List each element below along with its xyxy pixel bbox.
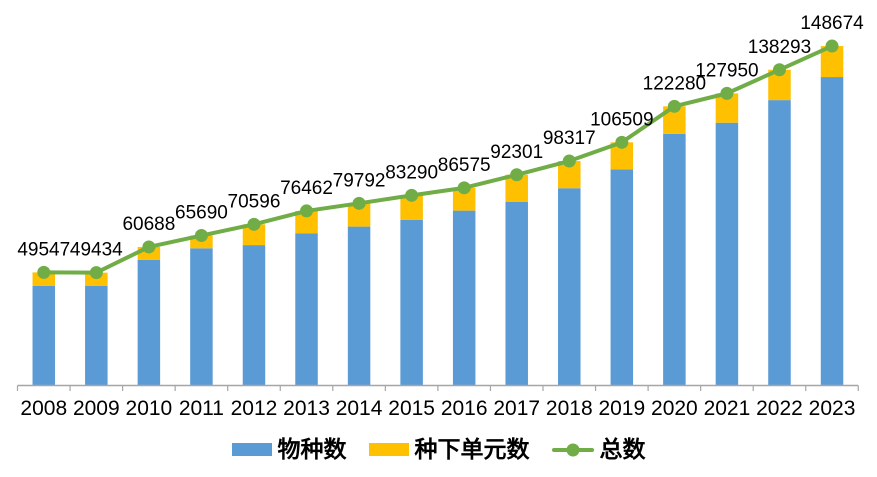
x-tick-label: 2009 xyxy=(73,397,120,420)
infraspecific-bar-segment xyxy=(558,161,581,189)
species-bar-segment xyxy=(85,285,108,386)
species-bar-segment xyxy=(242,245,266,386)
infraspecific-bar-segment xyxy=(452,187,476,211)
legend-item-total: 总数 xyxy=(551,436,646,462)
total-data-label: 148674 xyxy=(800,13,864,34)
x-tick-label: 2011 xyxy=(179,397,224,420)
infraspecific-bar-segment xyxy=(610,142,634,170)
infraspecific-color-swatch xyxy=(368,443,409,456)
total-data-label: 49547 xyxy=(17,239,70,260)
total-line xyxy=(41,44,835,275)
species-bar-segment xyxy=(768,100,791,386)
total-line-marker xyxy=(300,204,314,218)
total-line-marker xyxy=(405,188,419,202)
total-line-marker xyxy=(142,240,156,254)
x-tick-label: 2017 xyxy=(493,397,540,420)
total-line-marker xyxy=(457,181,471,195)
total-data-label: 70596 xyxy=(228,191,281,212)
infraspecific-bar-segment xyxy=(242,224,266,246)
x-tick-label: 2016 xyxy=(441,397,488,420)
total-data-label: 98317 xyxy=(543,128,596,149)
total-line-marker xyxy=(562,154,576,168)
x-tick-label: 2021 xyxy=(704,397,751,420)
infraspecific-bar-segment xyxy=(505,174,528,202)
species-bar-segment xyxy=(715,122,739,386)
infraspecific-bar-segment xyxy=(715,93,739,123)
species-bar-segment xyxy=(663,133,686,386)
total-data-label: 79792 xyxy=(333,170,386,191)
x-tick-label: 2014 xyxy=(336,397,383,420)
total-data-label: 86575 xyxy=(438,155,491,176)
species-color-swatch xyxy=(231,443,272,456)
total-data-label: 49434 xyxy=(70,240,123,261)
legend-item-infraspecific: 种下单元数 xyxy=(368,436,530,462)
infraspecific-bar-segment xyxy=(820,46,844,78)
x-tick-label: 2012 xyxy=(231,397,278,420)
infraspecific-bar-segment xyxy=(32,272,56,286)
total-data-label: 138293 xyxy=(748,37,811,58)
legend-item-species: 物种数 xyxy=(231,436,347,462)
total-data-label: 106509 xyxy=(590,109,653,130)
x-tick-label: 2022 xyxy=(756,397,803,420)
total-data-label: 127950 xyxy=(695,60,758,81)
x-tick-label: 2008 xyxy=(20,397,67,420)
infraspecific-bar-segment xyxy=(295,210,318,234)
total-line-marker xyxy=(37,265,51,279)
legend-label-total: 总数 xyxy=(599,436,646,462)
species-bar-segment xyxy=(32,285,56,386)
species-bar-segment xyxy=(610,169,634,386)
x-tick-label: 2023 xyxy=(809,397,856,420)
x-tick-label: 2010 xyxy=(126,397,173,420)
total-line-marker xyxy=(194,229,208,243)
infraspecific-bar-segment xyxy=(768,69,791,101)
x-tick-label: 2018 xyxy=(546,397,593,420)
total-line-marker xyxy=(825,39,839,53)
total-line-marker xyxy=(352,196,366,210)
stacked-bar-line-chart: 2008 2009 2010 2011 2012 2013 2014 2015 2016 2017… xyxy=(16,13,864,420)
chart-legend: 物种数 种下单元数 总数 xyxy=(0,438,877,461)
total-data-label: 92301 xyxy=(490,142,543,163)
total-line-marker xyxy=(510,168,524,182)
total-line-marker xyxy=(615,135,629,149)
species-bar-segment xyxy=(400,219,423,386)
total-line-marker xyxy=(89,266,103,280)
total-line-marker xyxy=(247,217,261,231)
infraspecific-bar-segment xyxy=(400,195,423,220)
species-bar-segment xyxy=(347,226,371,386)
legend-label-infraspecific: 种下单元数 xyxy=(414,436,530,462)
species-bar-segment xyxy=(137,259,161,386)
total-data-label: 122280 xyxy=(643,73,706,94)
infraspecific-bar-segment xyxy=(347,203,371,227)
x-tick-label: 2020 xyxy=(651,397,698,420)
total-data-label: 83290 xyxy=(385,162,438,183)
species-bar-segment xyxy=(295,233,318,386)
infraspecific-bar-segment xyxy=(663,106,686,134)
species-bar-segment xyxy=(558,188,581,386)
x-tick-label: 2015 xyxy=(388,397,435,420)
total-line-dot-icon xyxy=(566,443,579,456)
species-bar-segment xyxy=(452,210,476,386)
x-tick-label: 2013 xyxy=(283,397,330,420)
total-line-swatch xyxy=(551,443,594,456)
infraspecific-bar-segment xyxy=(85,272,108,286)
total-data-label: 60688 xyxy=(122,214,175,235)
species-bar-segment xyxy=(190,248,213,386)
species-bar-segment xyxy=(820,77,844,386)
x-tick-label: 2019 xyxy=(598,397,645,420)
total-data-label: 65690 xyxy=(175,203,228,224)
total-line-marker xyxy=(720,86,734,100)
species-bar-segment xyxy=(505,201,528,386)
total-line-marker xyxy=(772,63,786,77)
legend-label-species: 物种数 xyxy=(277,436,347,462)
total-line-marker xyxy=(667,99,681,113)
total-data-label: 76462 xyxy=(280,178,333,199)
